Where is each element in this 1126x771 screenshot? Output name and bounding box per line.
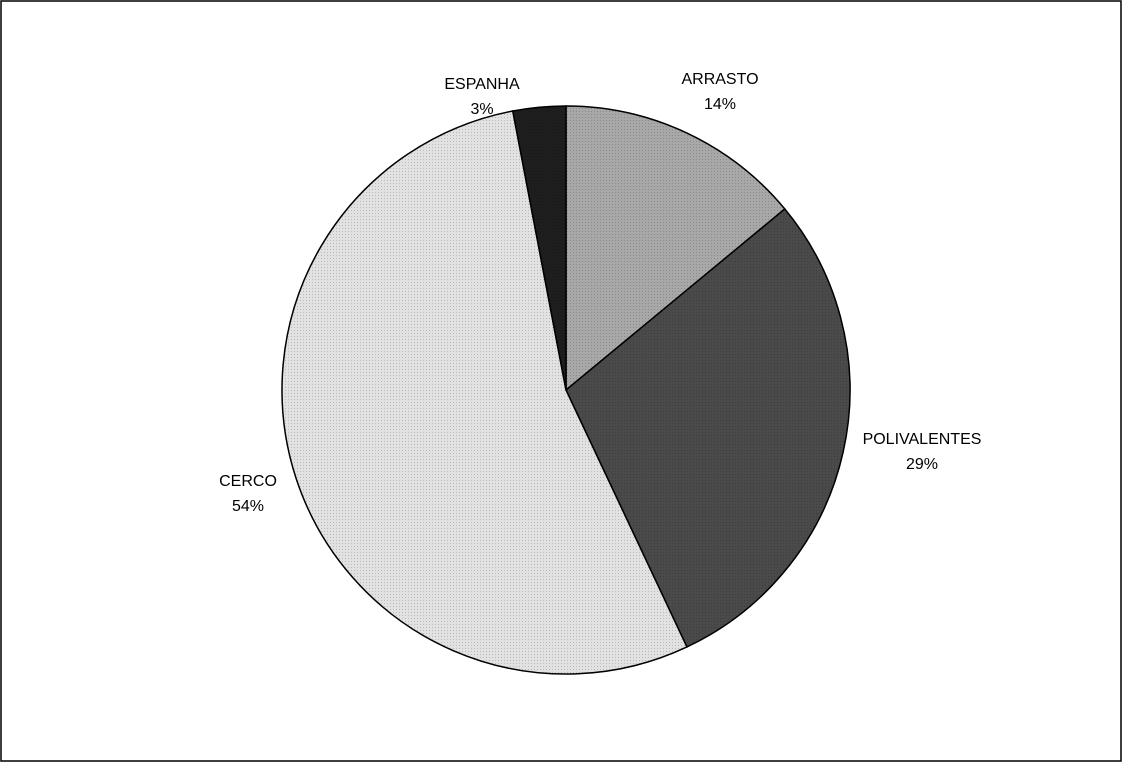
slice-value-label: 14%	[704, 96, 736, 113]
slice-texture	[566, 106, 785, 390]
slice-label: POLIVALENTES	[863, 431, 982, 448]
slice-texture	[512, 106, 566, 390]
slice-label: ARRASTO	[681, 71, 758, 88]
slice-value-label: 29%	[906, 456, 938, 473]
slice-texture	[566, 208, 850, 647]
slice-value-label: 3%	[470, 101, 493, 118]
slice-label: CERCO	[219, 473, 277, 490]
slice-texture	[281, 111, 687, 675]
slice-value-label: 54%	[232, 498, 264, 515]
slice-label: ESPANHA	[444, 76, 520, 93]
